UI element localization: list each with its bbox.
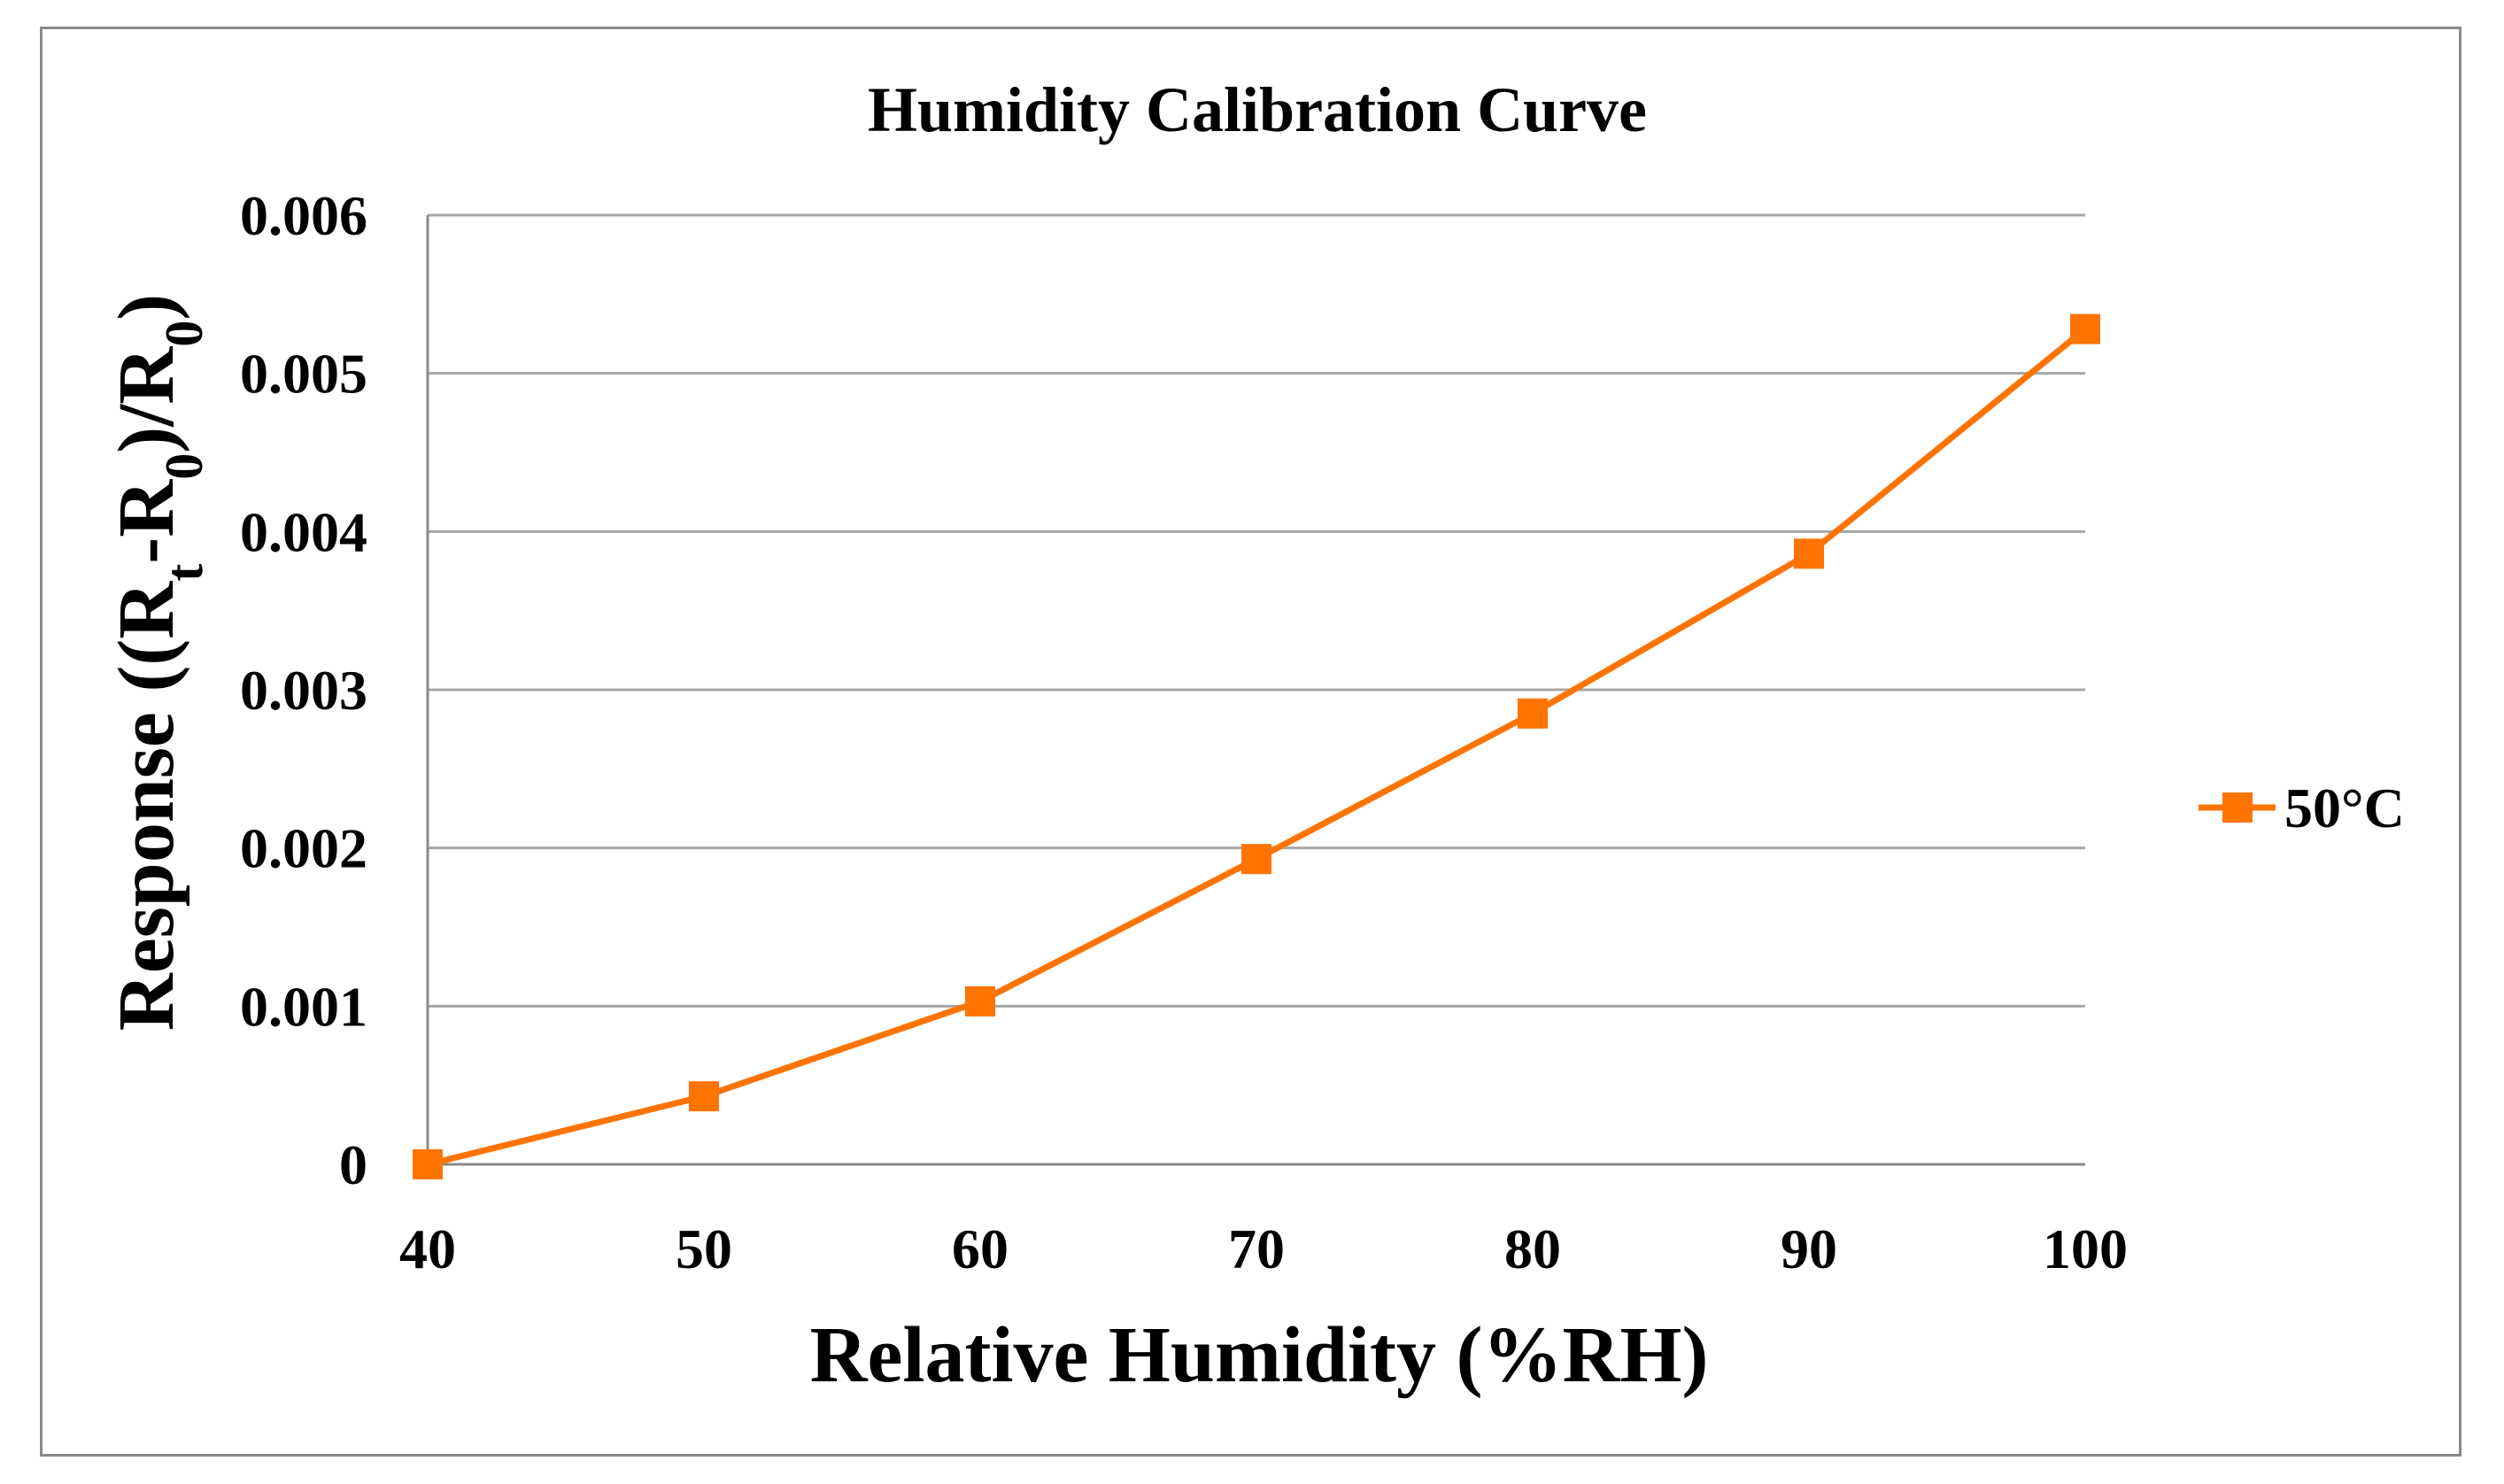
y-axis-label: Response ((Rt-R0)/R0): [103, 294, 213, 1031]
y-tick-label: 0.006: [240, 184, 367, 247]
legend: 50°C: [2199, 777, 2405, 839]
grid-lines: [428, 213, 2085, 1008]
y-tick-label: 0.004: [240, 500, 367, 563]
y-tick-label: 0.003: [240, 659, 367, 722]
x-tick-label: 50: [676, 1217, 732, 1280]
axes: [426, 215, 2085, 1166]
data-point: [965, 985, 995, 1016]
data-point: [413, 1149, 443, 1179]
x-tick-label: 40: [399, 1217, 456, 1280]
x-tick-label: 60: [952, 1217, 1009, 1280]
data-point: [1794, 538, 1824, 569]
x-tick-label: 70: [1228, 1217, 1285, 1280]
x-tick-label: 90: [1781, 1217, 1837, 1280]
chart-frame: [40, 27, 2461, 1457]
y-tick-labels: 0 0.001 0.002 0.003 0.004 0.005 0.006: [240, 184, 367, 1196]
data-point: [2070, 313, 2100, 344]
x-tick-label: 100: [2043, 1217, 2128, 1280]
series-50c: [413, 313, 2100, 1179]
chart-title: Humidity Calibration Curve: [868, 74, 1647, 145]
y-tick-label: 0.002: [240, 817, 367, 880]
x-axis-label: Relative Humidity (%RH): [810, 1311, 1709, 1399]
x-tick-labels: 40 50 60 70 80 90 100: [399, 1217, 2128, 1280]
y-tick-label: 0.001: [240, 975, 367, 1038]
data-point: [1518, 698, 1548, 729]
data-point: [689, 1081, 719, 1112]
series-line: [427, 326, 2088, 1168]
y-tick-label: 0: [339, 1133, 367, 1196]
legend-marker: [2222, 792, 2253, 823]
y-tick-label: 0.005: [240, 343, 367, 406]
legend-label: 50°C: [2284, 777, 2405, 839]
x-tick-label: 80: [1504, 1217, 1561, 1280]
data-point: [1241, 844, 1271, 875]
